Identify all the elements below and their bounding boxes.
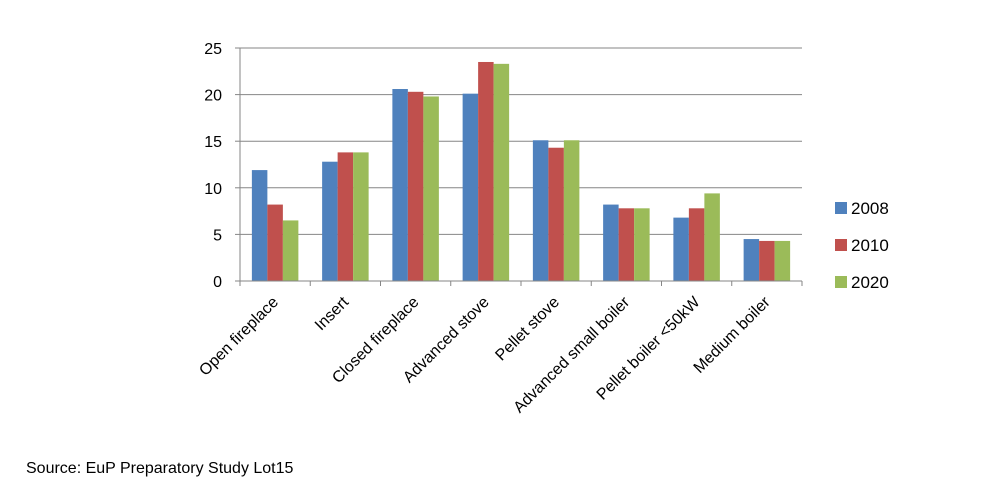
bar-2010-2 [407, 91, 424, 281]
y-tick-label: 25 [204, 41, 222, 58]
legend-swatch-2020 [835, 276, 847, 288]
y-tick-label: 20 [204, 88, 222, 105]
bar-2008-0 [251, 170, 268, 281]
y-tick-labels: 0 5 10 15 20 25 [204, 41, 222, 291]
x-category-label: Advanced small boiler [510, 293, 633, 416]
x-category-label: Open fireplace [196, 294, 282, 380]
legend-swatch-2008 [835, 202, 847, 214]
bar-2010-4 [548, 147, 564, 281]
bar-2008-4 [532, 140, 549, 281]
bar-2008-1 [322, 161, 338, 281]
bar-2008-2 [392, 89, 408, 282]
bar-2010-7 [759, 240, 775, 281]
y-tick-label: 10 [204, 181, 222, 198]
bar-2020-1 [353, 152, 369, 281]
bar-2020-7 [774, 240, 791, 281]
x-category-label: Insert [312, 293, 353, 334]
bar-2020-4 [563, 140, 580, 281]
axes [235, 47, 803, 286]
bar-2010-0 [267, 204, 283, 281]
legend-swatch-2010 [835, 239, 847, 251]
y-tick-label: 15 [204, 134, 222, 151]
legend: 2008 2010 2020 [835, 199, 889, 292]
bar-2020-3 [493, 63, 510, 282]
bar-2020-6 [704, 193, 720, 281]
bar-2008-7 [743, 239, 760, 281]
bar-2010-5 [618, 208, 635, 281]
bars [251, 61, 791, 282]
bar-2008-5 [603, 204, 619, 281]
bar-2008-6 [673, 217, 689, 281]
x-category-label: Pellet stove [492, 294, 563, 365]
y-tick-label: 0 [213, 274, 222, 291]
bar-2020-5 [634, 208, 650, 281]
bar-2020-2 [423, 96, 439, 282]
bar-2020-0 [282, 220, 299, 281]
bar-2010-6 [688, 208, 705, 281]
legend-label-2008: 2008 [851, 199, 889, 218]
legend-label-2020: 2020 [851, 273, 889, 292]
y-tick-label: 5 [213, 227, 222, 244]
bar-2010-1 [337, 152, 354, 281]
bar-2010-3 [478, 61, 494, 282]
legend-label-2010: 2010 [851, 236, 889, 255]
bar-2008-3 [462, 93, 479, 281]
source-note: Source: EuP Preparatory Study Lot15 [26, 460, 294, 477]
